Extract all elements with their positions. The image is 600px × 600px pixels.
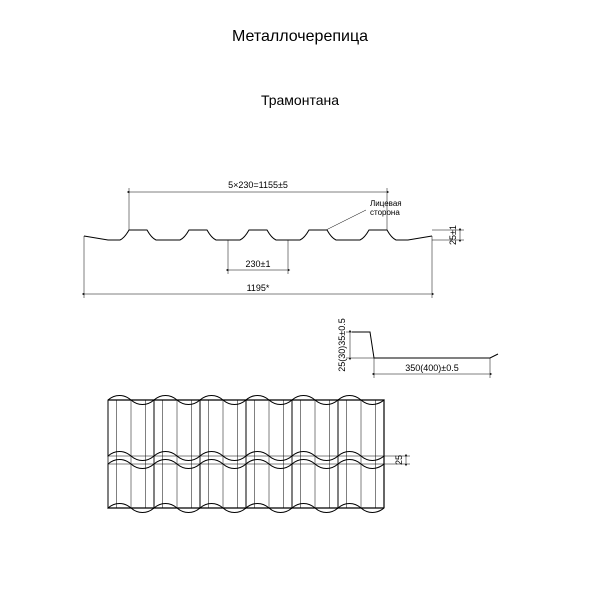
page: Металлочерепица Трамонтана 5×230=1155±5 [0, 0, 600, 600]
face-side-text-2: сторона [370, 208, 400, 217]
dim-total-width: 5×230=1155±5 [129, 180, 387, 230]
technical-drawing: 5×230=1155±5 230±1 1195* 25±1 [0, 0, 600, 600]
profile-outline [84, 230, 432, 240]
cross-section-profile: 5×230=1155±5 230±1 1195* 25±1 [84, 180, 464, 298]
dim-profile-height-label: 25±1 [448, 225, 458, 245]
step-length-label: 350(400)±0.5 [405, 363, 458, 373]
dim-pitch-label: 230±1 [246, 259, 271, 269]
iso-step-label: 25 [394, 455, 404, 465]
face-side-text-1: Лицевая [370, 199, 402, 208]
step-detail: 25(30)35±0.5 350(400)±0.5 [337, 318, 498, 378]
dim-total-width-label: 5×230=1155±5 [228, 180, 288, 190]
step-height-label: 25(30)35±0.5 [337, 318, 347, 371]
face-side-annotation: Лицевая сторона [326, 199, 402, 230]
isometric-view [108, 396, 384, 513]
iso-step-dim: 25 [384, 455, 410, 465]
dim-profile-height: 25±1 [432, 225, 464, 245]
dim-pitch: 230±1 [228, 240, 288, 274]
step-outline [352, 332, 498, 358]
dim-overall-width-label: 1195* [247, 283, 270, 293]
